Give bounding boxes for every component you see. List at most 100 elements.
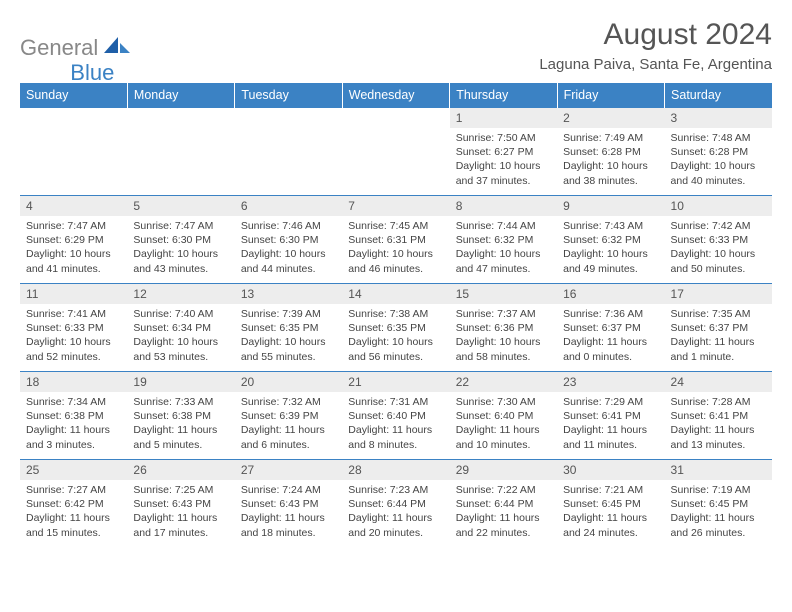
calendar-week-row: 11Sunrise: 7:41 AMSunset: 6:33 PMDayligh… — [20, 284, 772, 372]
day-number: 22 — [450, 372, 557, 392]
calendar-day-cell: 11Sunrise: 7:41 AMSunset: 6:33 PMDayligh… — [20, 284, 127, 372]
calendar-day-cell: 5Sunrise: 7:47 AMSunset: 6:30 PMDaylight… — [127, 196, 234, 284]
calendar-day-cell: 15Sunrise: 7:37 AMSunset: 6:36 PMDayligh… — [450, 284, 557, 372]
calendar-week-row: 25Sunrise: 7:27 AMSunset: 6:42 PMDayligh… — [20, 460, 772, 548]
calendar-table: SundayMondayTuesdayWednesdayThursdayFrid… — [20, 83, 772, 548]
day-number: 27 — [235, 460, 342, 480]
weekday-header: Tuesday — [235, 83, 342, 108]
day-number: 14 — [342, 284, 449, 304]
location: Laguna Paiva, Santa Fe, Argentina — [539, 56, 772, 73]
calendar-day-cell: 14Sunrise: 7:38 AMSunset: 6:35 PMDayligh… — [342, 284, 449, 372]
calendar-day-cell: 28Sunrise: 7:23 AMSunset: 6:44 PMDayligh… — [342, 460, 449, 548]
calendar-day-cell: 4Sunrise: 7:47 AMSunset: 6:29 PMDaylight… — [20, 196, 127, 284]
calendar-day-cell — [20, 108, 127, 196]
day-number: 20 — [235, 372, 342, 392]
day-number: 31 — [665, 460, 772, 480]
calendar-day-cell: 20Sunrise: 7:32 AMSunset: 6:39 PMDayligh… — [235, 372, 342, 460]
day-data: Sunrise: 7:23 AMSunset: 6:44 PMDaylight:… — [342, 480, 449, 542]
logo-text-blue: Blue — [70, 60, 114, 86]
calendar-day-cell: 13Sunrise: 7:39 AMSunset: 6:35 PMDayligh… — [235, 284, 342, 372]
header: General Blue August 2024 Laguna Paiva, S… — [20, 18, 772, 73]
day-number: 25 — [20, 460, 127, 480]
day-number: 6 — [235, 196, 342, 216]
calendar-day-cell: 25Sunrise: 7:27 AMSunset: 6:42 PMDayligh… — [20, 460, 127, 548]
calendar-week-row: 1Sunrise: 7:50 AMSunset: 6:27 PMDaylight… — [20, 108, 772, 196]
day-data: Sunrise: 7:27 AMSunset: 6:42 PMDaylight:… — [20, 480, 127, 542]
day-number: 29 — [450, 460, 557, 480]
calendar-day-cell: 22Sunrise: 7:30 AMSunset: 6:40 PMDayligh… — [450, 372, 557, 460]
day-data: Sunrise: 7:49 AMSunset: 6:28 PMDaylight:… — [557, 128, 664, 190]
logo: General Blue — [20, 18, 114, 72]
day-number: 18 — [20, 372, 127, 392]
month-title: August 2024 — [539, 18, 772, 52]
day-data: Sunrise: 7:29 AMSunset: 6:41 PMDaylight:… — [557, 392, 664, 454]
weekday-header: Friday — [557, 83, 664, 108]
day-data: Sunrise: 7:36 AMSunset: 6:37 PMDaylight:… — [557, 304, 664, 366]
calendar-day-cell: 24Sunrise: 7:28 AMSunset: 6:41 PMDayligh… — [665, 372, 772, 460]
day-number: 1 — [450, 108, 557, 128]
day-number: 26 — [127, 460, 234, 480]
day-data: Sunrise: 7:34 AMSunset: 6:38 PMDaylight:… — [20, 392, 127, 454]
day-number: 12 — [127, 284, 234, 304]
day-number: 10 — [665, 196, 772, 216]
day-number: 30 — [557, 460, 664, 480]
day-number: 3 — [665, 108, 772, 128]
day-number: 4 — [20, 196, 127, 216]
weekday-header: Wednesday — [342, 83, 449, 108]
day-data: Sunrise: 7:46 AMSunset: 6:30 PMDaylight:… — [235, 216, 342, 278]
calendar-week-row: 18Sunrise: 7:34 AMSunset: 6:38 PMDayligh… — [20, 372, 772, 460]
day-number: 21 — [342, 372, 449, 392]
day-data: Sunrise: 7:39 AMSunset: 6:35 PMDaylight:… — [235, 304, 342, 366]
calendar-day-cell: 18Sunrise: 7:34 AMSunset: 6:38 PMDayligh… — [20, 372, 127, 460]
day-data: Sunrise: 7:45 AMSunset: 6:31 PMDaylight:… — [342, 216, 449, 278]
day-number: 11 — [20, 284, 127, 304]
calendar-day-cell: 8Sunrise: 7:44 AMSunset: 6:32 PMDaylight… — [450, 196, 557, 284]
calendar-day-cell: 7Sunrise: 7:45 AMSunset: 6:31 PMDaylight… — [342, 196, 449, 284]
day-data: Sunrise: 7:32 AMSunset: 6:39 PMDaylight:… — [235, 392, 342, 454]
day-number: 19 — [127, 372, 234, 392]
logo-text-general: General — [20, 35, 98, 61]
day-data: Sunrise: 7:38 AMSunset: 6:35 PMDaylight:… — [342, 304, 449, 366]
day-number: 5 — [127, 196, 234, 216]
calendar-day-cell: 1Sunrise: 7:50 AMSunset: 6:27 PMDaylight… — [450, 108, 557, 196]
calendar-day-cell: 6Sunrise: 7:46 AMSunset: 6:30 PMDaylight… — [235, 196, 342, 284]
day-number: 16 — [557, 284, 664, 304]
weekday-header: Sunday — [20, 83, 127, 108]
calendar-day-cell: 19Sunrise: 7:33 AMSunset: 6:38 PMDayligh… — [127, 372, 234, 460]
calendar-day-cell: 27Sunrise: 7:24 AMSunset: 6:43 PMDayligh… — [235, 460, 342, 548]
calendar-day-cell: 3Sunrise: 7:48 AMSunset: 6:28 PMDaylight… — [665, 108, 772, 196]
day-data: Sunrise: 7:30 AMSunset: 6:40 PMDaylight:… — [450, 392, 557, 454]
calendar-day-cell — [235, 108, 342, 196]
weekday-header: Monday — [127, 83, 234, 108]
calendar-day-cell: 23Sunrise: 7:29 AMSunset: 6:41 PMDayligh… — [557, 372, 664, 460]
day-number: 9 — [557, 196, 664, 216]
day-data: Sunrise: 7:50 AMSunset: 6:27 PMDaylight:… — [450, 128, 557, 190]
day-data: Sunrise: 7:47 AMSunset: 6:29 PMDaylight:… — [20, 216, 127, 278]
calendar-day-cell: 16Sunrise: 7:36 AMSunset: 6:37 PMDayligh… — [557, 284, 664, 372]
day-number: 24 — [665, 372, 772, 392]
day-data: Sunrise: 7:22 AMSunset: 6:44 PMDaylight:… — [450, 480, 557, 542]
calendar-day-cell: 2Sunrise: 7:49 AMSunset: 6:28 PMDaylight… — [557, 108, 664, 196]
calendar-day-cell: 26Sunrise: 7:25 AMSunset: 6:43 PMDayligh… — [127, 460, 234, 548]
calendar-day-cell — [342, 108, 449, 196]
day-number: 7 — [342, 196, 449, 216]
day-data: Sunrise: 7:42 AMSunset: 6:33 PMDaylight:… — [665, 216, 772, 278]
calendar-day-cell: 29Sunrise: 7:22 AMSunset: 6:44 PMDayligh… — [450, 460, 557, 548]
day-data: Sunrise: 7:47 AMSunset: 6:30 PMDaylight:… — [127, 216, 234, 278]
weekday-header: Thursday — [450, 83, 557, 108]
day-data: Sunrise: 7:35 AMSunset: 6:37 PMDaylight:… — [665, 304, 772, 366]
day-data: Sunrise: 7:44 AMSunset: 6:32 PMDaylight:… — [450, 216, 557, 278]
day-number: 28 — [342, 460, 449, 480]
day-number: 8 — [450, 196, 557, 216]
day-data: Sunrise: 7:19 AMSunset: 6:45 PMDaylight:… — [665, 480, 772, 542]
day-number: 17 — [665, 284, 772, 304]
title-block: August 2024 Laguna Paiva, Santa Fe, Arge… — [539, 18, 772, 73]
day-data: Sunrise: 7:28 AMSunset: 6:41 PMDaylight:… — [665, 392, 772, 454]
calendar-day-cell: 10Sunrise: 7:42 AMSunset: 6:33 PMDayligh… — [665, 196, 772, 284]
calendar-day-cell: 21Sunrise: 7:31 AMSunset: 6:40 PMDayligh… — [342, 372, 449, 460]
calendar-week-row: 4Sunrise: 7:47 AMSunset: 6:29 PMDaylight… — [20, 196, 772, 284]
day-number: 2 — [557, 108, 664, 128]
calendar-day-cell: 17Sunrise: 7:35 AMSunset: 6:37 PMDayligh… — [665, 284, 772, 372]
day-number: 13 — [235, 284, 342, 304]
day-data: Sunrise: 7:37 AMSunset: 6:36 PMDaylight:… — [450, 304, 557, 366]
